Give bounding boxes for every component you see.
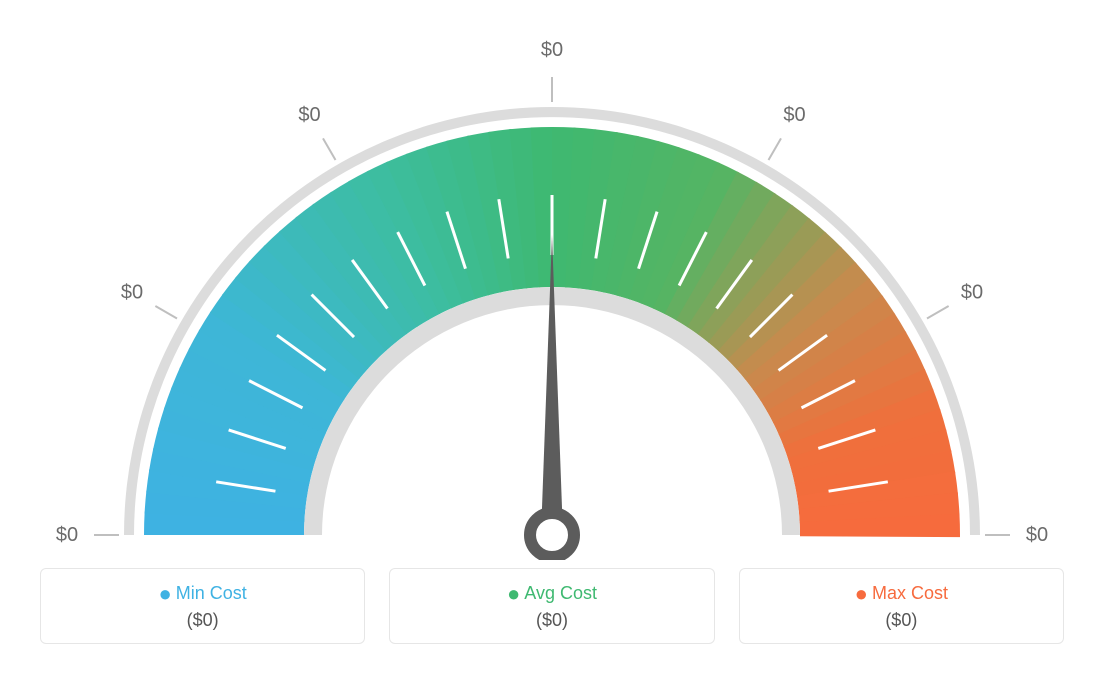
legend-box-min: ●Min Cost ($0) <box>40 568 365 644</box>
outer-tick-label: $0 <box>961 282 983 304</box>
outer-tick-label: $0 <box>298 104 320 126</box>
legend-box-avg: ●Avg Cost ($0) <box>389 568 714 644</box>
gauge-cost-chart: $0$0$0$0$0$0$0 ●Min Cost($0)●Avg Cost($0… <box>0 0 1104 690</box>
legend-row: ●Min Cost($0)●Avg Cost($0)●Max Cost($0) <box>0 568 1104 644</box>
dot-icon: ● <box>855 581 868 606</box>
legend-value-min: ($0) <box>51 610 354 631</box>
outer-tick-label: $0 <box>1026 524 1048 546</box>
legend-label-text: Min Cost <box>176 583 247 603</box>
dot-icon: ● <box>159 581 172 606</box>
legend-label-text: Max Cost <box>872 583 948 603</box>
legend-value-avg: ($0) <box>400 610 703 631</box>
legend-label-max: ●Max Cost <box>750 583 1053 604</box>
outer-tick-label: $0 <box>783 104 805 126</box>
legend-value-max: ($0) <box>750 610 1053 631</box>
outer-tick <box>769 138 782 160</box>
dot-icon: ● <box>507 581 520 606</box>
legend-box-max: ●Max Cost ($0) <box>739 568 1064 644</box>
needle-pivot <box>530 513 574 557</box>
legend-label-min: ●Min Cost <box>51 583 354 604</box>
outer-tick-label: $0 <box>56 524 78 546</box>
outer-tick-label: $0 <box>121 282 143 304</box>
gauge-area: $0 $0 $0 $0 $0 $0 $0 <box>0 0 1104 560</box>
gauge-svg: $0 $0 $0 $0 $0 $0 $0 <box>0 0 1104 560</box>
outer-tick <box>927 306 949 319</box>
outer-tick <box>155 306 177 319</box>
legend-label-text: Avg Cost <box>524 583 597 603</box>
outer-tick <box>323 138 336 160</box>
outer-tick-label: $0 <box>541 39 563 61</box>
legend-label-avg: ●Avg Cost <box>400 583 703 604</box>
